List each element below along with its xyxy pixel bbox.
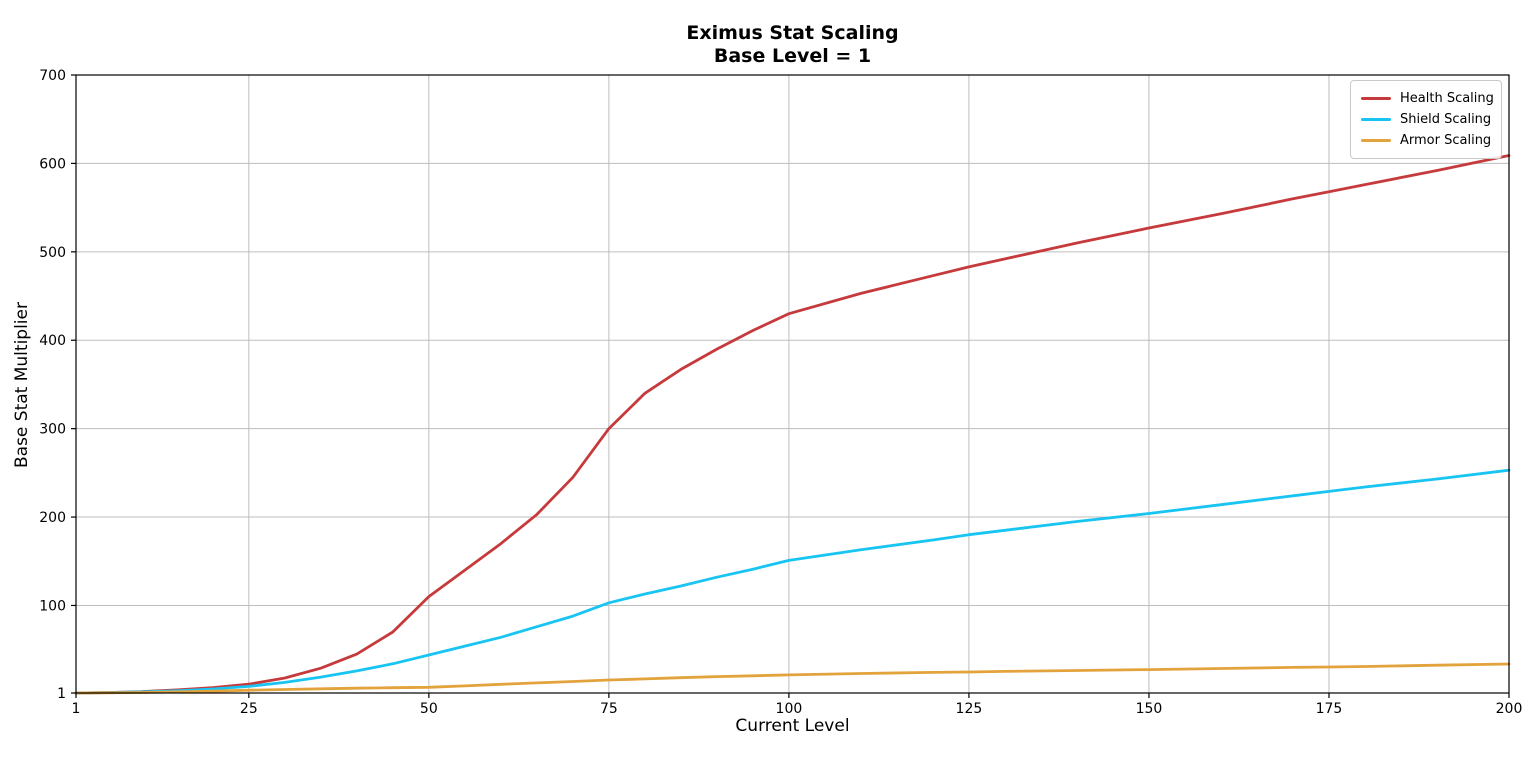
x-tick-label: 75: [600, 701, 618, 717]
x-tick-label: 150: [1136, 701, 1163, 717]
chart-subtitle: Base Level = 1: [713, 45, 872, 67]
armor-scaling-line: [74, 662, 1511, 695]
x-tick-label: 1: [72, 701, 81, 717]
y-tick-label: 200: [39, 510, 66, 526]
health-line-swatch: [1361, 97, 1391, 100]
plot-border: [75, 74, 1510, 694]
chart-title-block: Eximus Stat Scaling Base Level = 1: [76, 22, 1509, 68]
shield-scaling-line: [74, 468, 1511, 695]
legend-item-shield: Shield Scaling: [1361, 109, 1491, 130]
y-tick-label: 400: [39, 333, 66, 349]
x-tick-label: 175: [1316, 701, 1343, 717]
x-tick-label: 100: [776, 701, 803, 717]
x-tick-label: 125: [956, 701, 983, 717]
x-tick-label: 25: [240, 701, 258, 717]
legend-item-health: Health Scaling: [1361, 88, 1494, 109]
x-axis-label: Current Level: [735, 716, 850, 736]
y-tick-label: 700: [39, 68, 66, 84]
chart-title: Eximus Stat Scaling: [686, 22, 899, 44]
y-tick-label: 500: [39, 245, 66, 261]
y-tick-label: 600: [39, 156, 66, 172]
shield-line-swatch: [1361, 118, 1391, 121]
legend-label-health: Health Scaling: [1400, 91, 1494, 106]
legend-label-shield: Shield Scaling: [1400, 112, 1492, 127]
y-tick-label: 300: [39, 422, 66, 438]
x-tick-label: 200: [1496, 701, 1523, 717]
x-tick-label: 50: [420, 701, 438, 717]
health-scaling-line: [74, 154, 1511, 695]
armor-line-swatch: [1361, 139, 1391, 142]
legend-label-armor: Armor Scaling: [1400, 133, 1492, 148]
y-tick-label: 1: [57, 686, 66, 702]
legend-item-armor: Armor Scaling: [1361, 130, 1491, 151]
y-tick-label: 100: [39, 598, 66, 614]
legend: Health Scaling Shield Scaling Armor Scal…: [1350, 80, 1502, 159]
